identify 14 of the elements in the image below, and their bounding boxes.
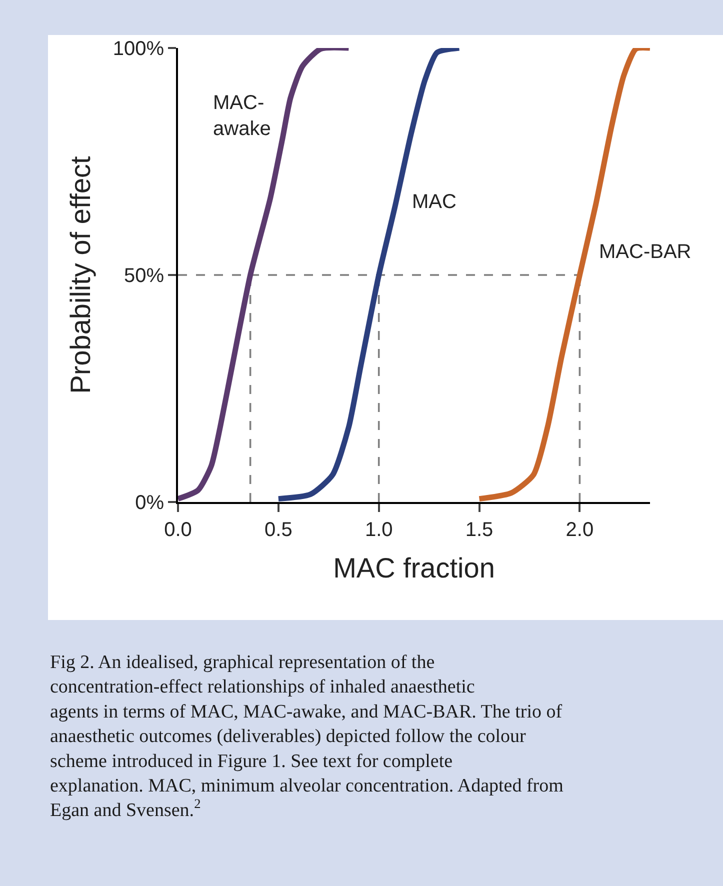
x-tick-label: 2.0 <box>566 519 594 541</box>
x-tick-label: 1.5 <box>465 519 494 541</box>
x-axis-title: MAC fraction <box>333 552 495 584</box>
y-axis-title: Probability of effect <box>65 156 96 394</box>
x-tick-label: 1.0 <box>364 519 393 541</box>
series-label: MAC-BAR <box>599 241 692 263</box>
x-tick-label: 0.5 <box>264 519 292 541</box>
y-tick-label: 0% <box>135 492 164 514</box>
series-label: MAC- awake <box>213 92 271 140</box>
series-label: MAC <box>412 191 456 213</box>
y-tick-label: 100% <box>112 38 164 60</box>
caption: Fig 2. An idealised, graphical representation of the concentration-effect relationships of inhaled anaesthetic agents in terms of MAC, MAC-awake, and MAC-BAR. The trio of anaesthetic outcomes (deliverables) depicted follow the colour scheme introduced in Figure 1. See text for complete explanation. MAC, minimum alveolar concentration. Adapted from Egan and Svensen.$^{2}$ <box>50 652 564 822</box>
y-tick-label: 50% <box>124 265 164 287</box>
x-tick-label: 0.0 <box>164 519 192 541</box>
